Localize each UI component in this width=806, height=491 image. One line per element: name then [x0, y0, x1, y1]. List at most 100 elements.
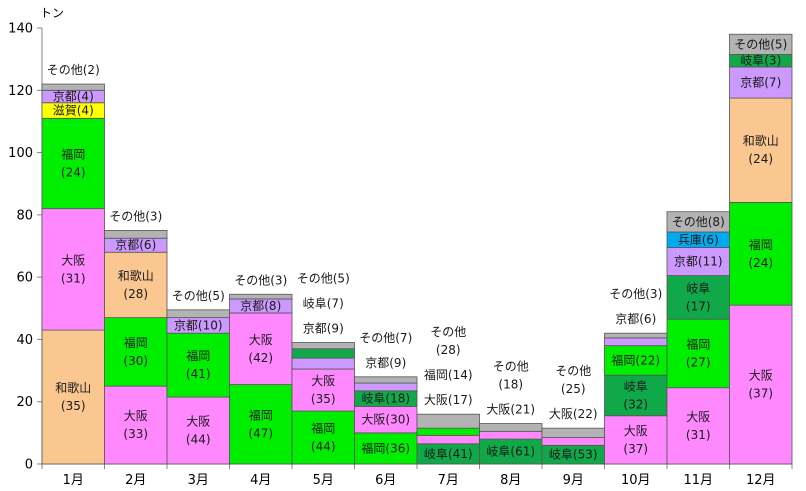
- segment-label: その他(5): [734, 37, 787, 51]
- segment-label: (42): [248, 351, 273, 365]
- bar-segment: [604, 332, 668, 339]
- bar-segment: [166, 332, 230, 398]
- segment-label: (31): [686, 428, 711, 442]
- y-tick-label: 120: [8, 84, 33, 99]
- bar-segment: [416, 427, 480, 436]
- y-tick-label: 40: [16, 333, 33, 348]
- segment-label-outside: 大阪(21): [486, 403, 535, 417]
- segment-label: 大阪: [686, 410, 710, 424]
- bar-segment: [354, 376, 418, 384]
- y-tick-label: 80: [16, 208, 33, 223]
- segment-label: (28): [123, 287, 148, 301]
- segment-label: (44): [311, 440, 336, 454]
- x-tick-label: 4月: [250, 473, 271, 488]
- segment-label: 京都(7): [740, 76, 781, 90]
- bar-segment: [229, 384, 293, 465]
- segment-label-outside: その他(2): [47, 63, 100, 77]
- segment-label: 岐阜(53): [549, 448, 598, 462]
- bar-segment: [729, 304, 793, 465]
- segment-label: 大阪: [624, 424, 648, 438]
- bar-segment: [229, 293, 293, 300]
- segment-label: 福岡: [124, 335, 148, 350]
- bar-segment: [166, 396, 230, 465]
- segment-label: 福岡: [686, 336, 710, 351]
- segment-label: (24): [748, 256, 773, 270]
- segment-label: 岐阜(61): [486, 445, 535, 459]
- segment-label-outside: (28): [436, 343, 461, 357]
- bar-segment: [166, 309, 230, 319]
- bar-segment: [666, 275, 730, 320]
- bar-segment: [104, 251, 168, 319]
- bar-segment: [354, 382, 418, 392]
- bar-segment: [41, 208, 105, 331]
- bar-segment: [666, 387, 730, 465]
- segment-label: その他(8): [672, 215, 725, 229]
- bar-segment: [479, 423, 543, 432]
- bar-segment: [291, 342, 355, 350]
- bar-segment: [291, 357, 355, 370]
- bar-segment: [41, 117, 105, 210]
- segment-label: 福岡(22): [611, 352, 660, 367]
- segment-label: 福岡(36): [361, 440, 410, 455]
- segment-label: 兵庫(6): [678, 233, 719, 247]
- x-tick-label: 5月: [313, 473, 334, 488]
- y-tick-label: 60: [16, 271, 33, 286]
- segment-label: 和歌山: [55, 380, 91, 395]
- segment-label: (37): [748, 387, 773, 401]
- bar-segment: [416, 434, 480, 445]
- x-tick-label: 10月: [621, 473, 651, 488]
- bar-segment: [104, 230, 168, 239]
- bar-segment: [291, 410, 355, 465]
- segment-label: 岐阜: [624, 379, 648, 393]
- segment-label-outside: 大阪(22): [549, 407, 598, 421]
- segment-label: (35): [61, 399, 86, 413]
- segment-label: 京都(4): [53, 90, 94, 104]
- segment-label: 大阪: [124, 409, 148, 423]
- segment-label-outside: 福岡(14): [424, 367, 473, 382]
- bar-segment: [604, 337, 668, 347]
- bar-segment: [291, 368, 355, 412]
- segment-label: (47): [248, 426, 273, 440]
- segment-label: (30): [123, 354, 148, 368]
- segment-label: 和歌山: [118, 268, 154, 283]
- x-tick-label: 12月: [746, 473, 776, 488]
- segment-label: (27): [686, 355, 711, 369]
- segment-label: 岐阜: [686, 281, 710, 295]
- segment-label-outside: その他: [493, 360, 529, 374]
- bar-segment: [479, 430, 543, 440]
- segment-label: 滋賀(4): [53, 104, 94, 118]
- x-tick-label: 8月: [500, 473, 521, 488]
- segment-label-outside: (25): [561, 382, 586, 396]
- segment-label: (41): [186, 367, 211, 381]
- segment-label: (24): [61, 165, 86, 179]
- bar-segment: [541, 437, 605, 446]
- bar-segment: [41, 83, 105, 91]
- bar-segment: [729, 33, 793, 55]
- bar-segment: [729, 201, 793, 306]
- segment-label: 京都(10): [174, 318, 223, 332]
- segment-label: (33): [123, 427, 148, 441]
- segment-label: 大阪: [311, 374, 335, 388]
- segment-label: (44): [186, 433, 211, 447]
- bar-segment: [416, 413, 480, 429]
- bar-segment: [104, 317, 168, 387]
- segment-label-outside: その他(7): [359, 331, 412, 345]
- segment-labels: 和歌山 (35) 大阪 (31) 福岡 (24) 滋賀(4)京都(4) その他(2) 大阪 (33…: [47, 37, 788, 461]
- bar-segment: [229, 312, 293, 385]
- segment-label-outside: その他(5): [172, 289, 225, 303]
- segment-label: 岐阜(3): [740, 54, 781, 68]
- segment-label: 京都(8): [240, 299, 281, 313]
- segment-label: (37): [623, 442, 648, 456]
- segment-label-outside: 京都(9): [303, 322, 344, 336]
- segment-label: 岐阜(41): [424, 447, 473, 461]
- segment-label-outside: 京都(9): [365, 356, 406, 370]
- x-tick-label: 11月: [683, 473, 713, 488]
- x-tick-label: 1月: [63, 473, 84, 488]
- x-tick-label: 6月: [375, 473, 396, 488]
- segment-label: (35): [311, 392, 336, 406]
- bars: [41, 33, 793, 465]
- segment-label: (32): [623, 397, 648, 411]
- y-axis-unit-label: トン: [40, 6, 64, 20]
- segment-label: 大阪: [61, 253, 85, 267]
